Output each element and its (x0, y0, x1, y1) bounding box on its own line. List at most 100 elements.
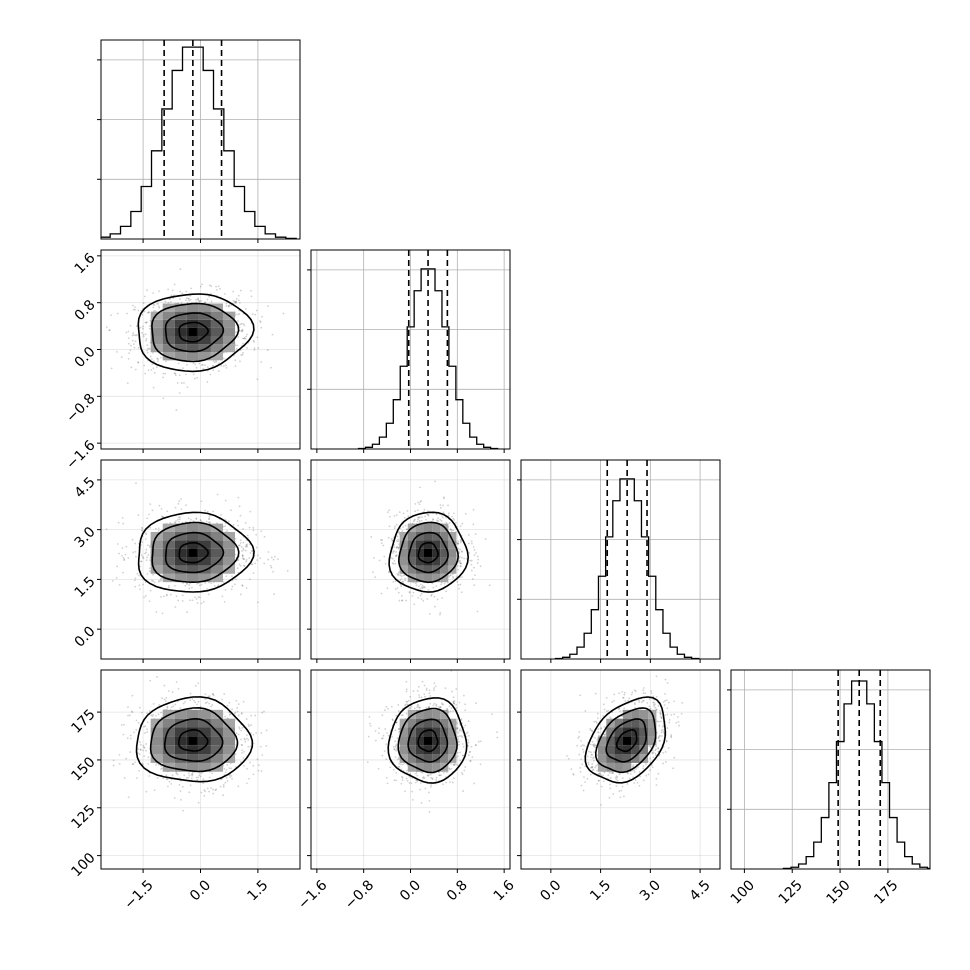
scatter-point (370, 536, 373, 538)
scatter-point (467, 533, 470, 536)
scatter-point (402, 574, 405, 577)
scatter-point (452, 701, 455, 704)
scatter-point (241, 584, 243, 587)
scatter-point (428, 612, 431, 615)
density-cell (415, 573, 425, 583)
histogram-step (357, 268, 499, 449)
scatter-point (254, 714, 257, 717)
scatter-point (423, 508, 426, 511)
scatter-point (237, 294, 240, 297)
scatter-point (241, 744, 244, 747)
scatter-point (139, 741, 141, 744)
scatter-point (118, 753, 121, 756)
scatter-point (191, 698, 194, 700)
scatter-point (168, 780, 171, 783)
scatter-point (166, 778, 169, 780)
scatter-point (131, 711, 134, 714)
density-cell (150, 540, 163, 549)
density-cell (162, 531, 175, 541)
contour-line (417, 541, 439, 564)
histogram-step (554, 478, 700, 659)
scatter-point (175, 772, 178, 775)
scatter-point (237, 336, 240, 338)
scatter-point (206, 298, 209, 301)
density-cell (198, 540, 211, 549)
density-cell (150, 311, 163, 320)
panel-2-1 (307, 459, 511, 663)
scatter-point (179, 290, 182, 293)
scatter-point (234, 753, 237, 756)
scatter-point (445, 516, 448, 519)
scatter-point (441, 516, 444, 519)
scatter-point (151, 579, 153, 582)
scatter-point (152, 303, 155, 306)
contour-line (149, 706, 239, 773)
scatter-point (417, 596, 420, 599)
scatter-point (227, 305, 230, 307)
scatter-point (173, 585, 176, 587)
scatter-point (442, 511, 445, 514)
scatter-point (179, 798, 182, 801)
scatter-point (138, 584, 141, 587)
scatter-point (144, 321, 147, 324)
scatter-point (117, 521, 120, 524)
scatter-point (167, 288, 169, 291)
scatter-point (414, 518, 416, 521)
scatter-point (131, 339, 134, 342)
scatter-point (421, 587, 424, 590)
scatter-point (108, 329, 111, 332)
scatter-point (228, 304, 231, 307)
scatter-point (474, 533, 477, 536)
density-cell (222, 335, 236, 345)
scatter-point (125, 757, 128, 760)
scatter-point (251, 563, 254, 566)
scatter-point (456, 751, 459, 754)
scatter-point (224, 771, 227, 774)
scatter-point (424, 515, 427, 518)
scatter-point (192, 362, 195, 364)
scatter-point (474, 574, 476, 577)
scatter-point (175, 681, 178, 683)
scatter-point (137, 346, 140, 349)
scatter-point (212, 788, 214, 791)
scatter-point (152, 306, 155, 309)
scatter-point (248, 557, 251, 559)
scatter-point (157, 358, 159, 361)
scatter-point (154, 714, 157, 717)
scatter-point (212, 510, 214, 513)
scatter-point (105, 326, 108, 329)
scatter-point (395, 523, 398, 526)
scatter-point (439, 504, 442, 506)
scatter-point (394, 562, 397, 565)
scatter-point (433, 595, 436, 598)
scatter-point (459, 525, 462, 528)
scatter-point (153, 371, 156, 374)
scatter-point (142, 302, 145, 305)
scatter-point (132, 763, 135, 766)
scatter-point (152, 573, 155, 576)
scatter-point (248, 526, 251, 529)
scatter-point (167, 690, 170, 692)
scatter-point (194, 596, 196, 599)
scatter-point (412, 520, 415, 523)
scatter-point (397, 571, 400, 574)
scatter-point (144, 538, 147, 540)
scatter-point (424, 586, 426, 589)
scatter-point (414, 503, 417, 505)
scatter-point (253, 347, 256, 350)
scatter-point (430, 776, 432, 779)
scatter-point (203, 794, 206, 797)
scatter-point (252, 742, 255, 745)
scatter-point (201, 364, 203, 366)
density-cell (186, 319, 199, 328)
scatter-point (174, 506, 177, 509)
scatter-point (396, 737, 399, 740)
scatter-point (182, 809, 185, 812)
scatter-point (385, 758, 388, 761)
scatter-point (131, 538, 134, 541)
scatter-point (208, 518, 210, 521)
scatter-point (439, 611, 442, 614)
scatter-point (203, 789, 206, 791)
scatter-point (390, 537, 393, 540)
scatter-point (177, 362, 180, 365)
